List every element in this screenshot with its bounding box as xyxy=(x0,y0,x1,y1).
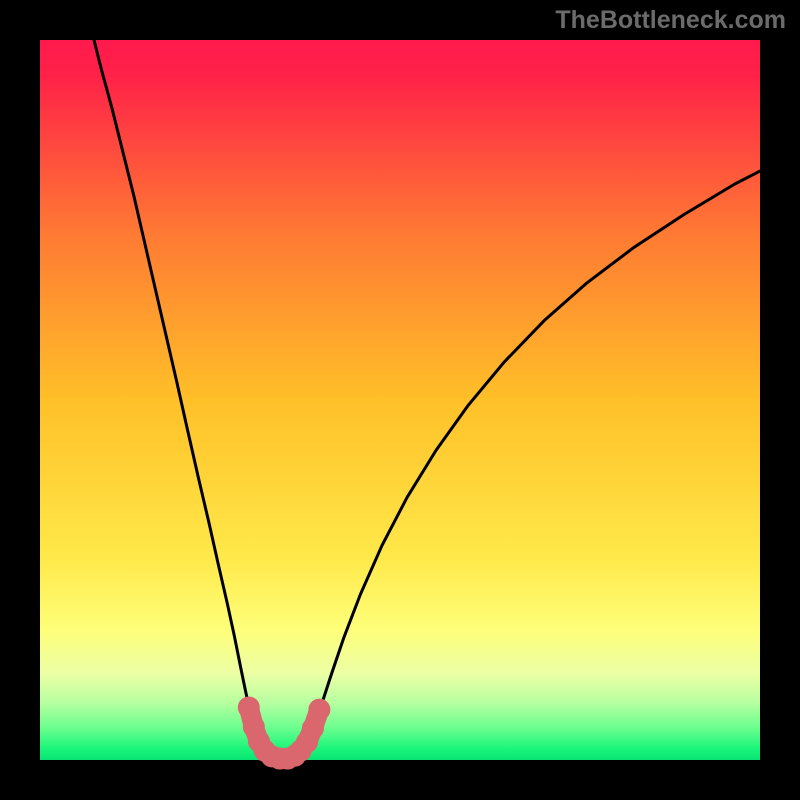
line-chart xyxy=(0,0,800,800)
plot-background xyxy=(40,40,760,760)
marker-dot xyxy=(239,697,259,717)
chart-container: TheBottleneck.com xyxy=(0,0,800,800)
watermark-label: TheBottleneck.com xyxy=(555,6,786,35)
marker-dot xyxy=(309,700,329,720)
marker-dot xyxy=(303,718,323,738)
